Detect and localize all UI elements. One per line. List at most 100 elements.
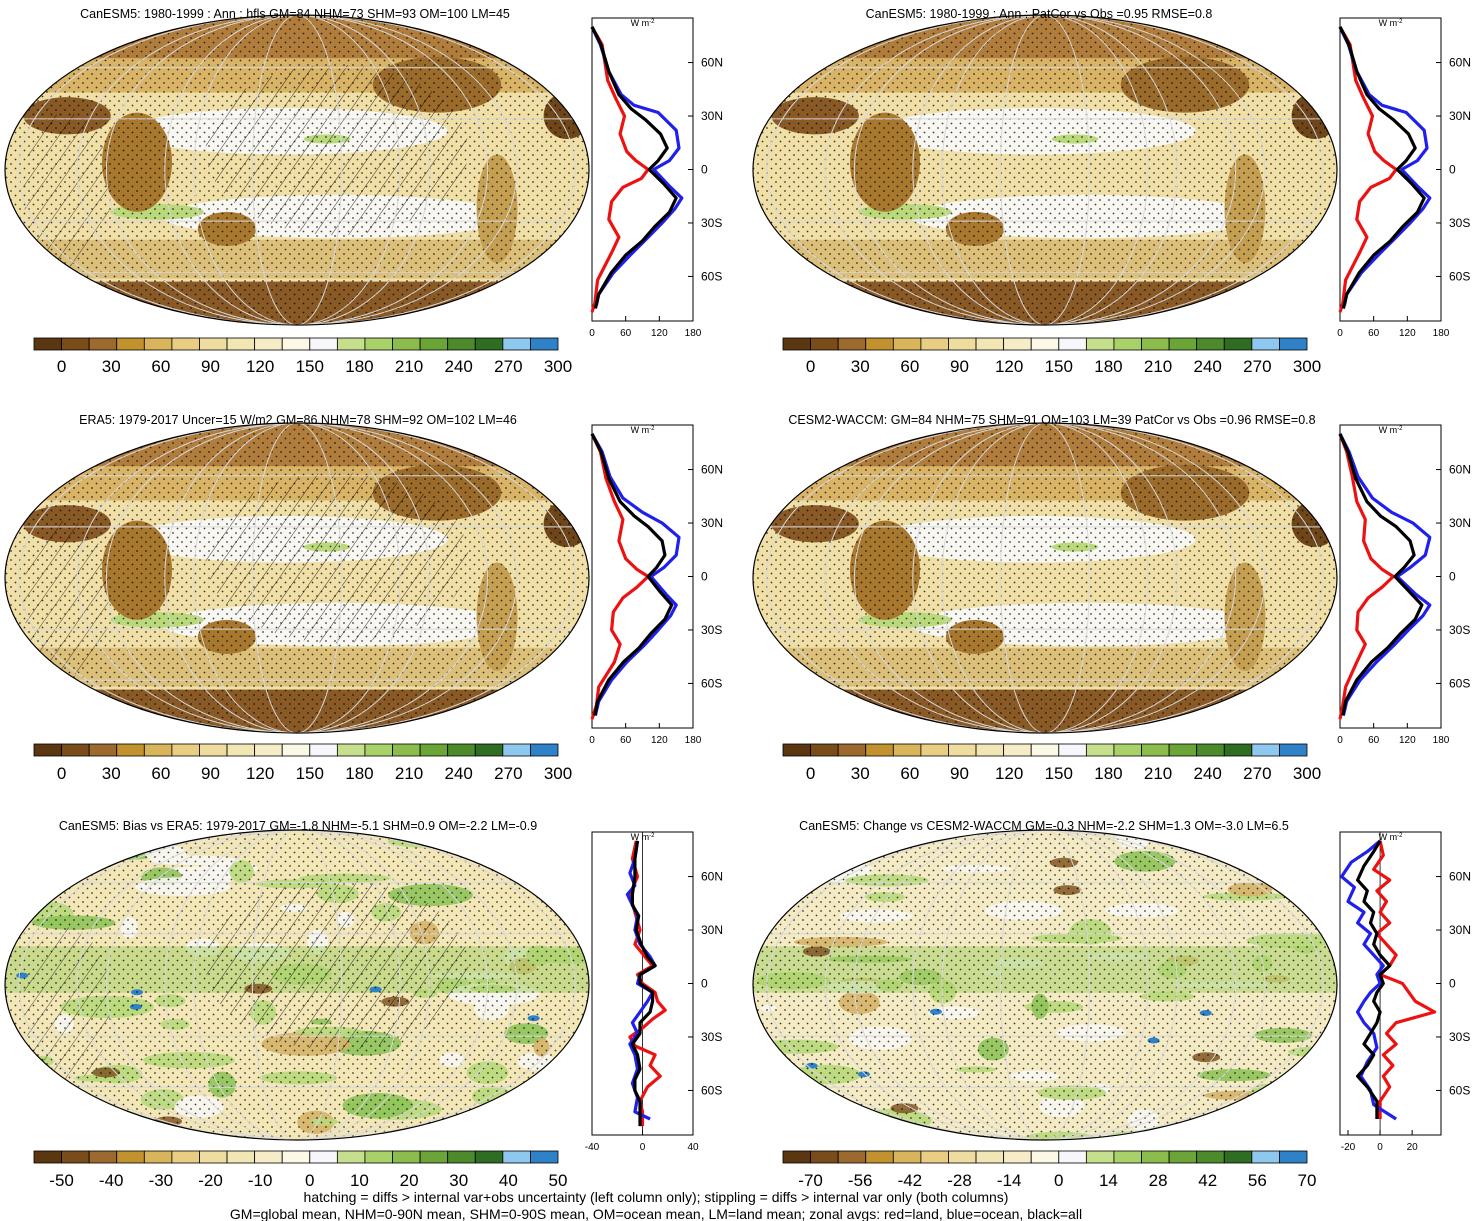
zonal-x-tick-label: 0: [589, 735, 595, 746]
zonal-line-all: [1338, 433, 1424, 716]
colorbar-swatch: [837, 337, 867, 351]
colorbar-swatch: [199, 743, 228, 757]
colorbar-swatch: [975, 743, 1005, 757]
lat-tick-label: 30N: [701, 109, 723, 123]
lat-tick-label: 30S: [1449, 1030, 1470, 1044]
colorbar-swatch: [447, 1150, 476, 1164]
map-border: [4, 829, 590, 1141]
colorbar-tick-label: 150: [1045, 764, 1073, 783]
zonal-unit-label: W m-2: [1379, 18, 1403, 28]
colorbar-swatch: [837, 1150, 867, 1164]
zonal-line-land: [1372, 840, 1437, 1119]
colorbar-tick-label: 0: [1054, 1171, 1063, 1190]
lat-tick-label: 30S: [1449, 216, 1470, 230]
panel-title: CanESM5: Bias vs ERA5: 1979-2017 GM=-1.8…: [59, 819, 537, 833]
colorbar-swatch: [810, 337, 839, 351]
zonal-x-tick-label: 0: [1337, 735, 1343, 746]
colorbar-swatch: [1030, 1150, 1060, 1164]
colorbar-tick-label: 42: [1198, 1171, 1217, 1190]
lat-tick-label: 30S: [701, 216, 722, 230]
colorbar-swatch: [920, 337, 949, 351]
lat-tick-label: 30S: [701, 623, 722, 637]
colorbar-swatch: [920, 743, 949, 757]
colorbar-tick-label: -50: [49, 1171, 74, 1190]
colorbar-swatch: [948, 1150, 977, 1164]
lat-tick-label: 0: [701, 163, 708, 177]
colorbar-swatch: [920, 1150, 949, 1164]
map-border: [752, 14, 1338, 326]
zonal-x-tick-label: 0: [589, 328, 595, 339]
colorbar-tick-label: -40: [99, 1171, 124, 1190]
lat-tick-label: 60S: [701, 269, 722, 283]
zonal-line-ocean: [590, 26, 684, 306]
colorbar-swatch: [392, 743, 421, 757]
colorbar-swatch: [171, 337, 200, 351]
map: [5, 830, 589, 1140]
colorbar-swatch: [1223, 337, 1253, 351]
colorbar-swatch: [1085, 1150, 1115, 1164]
lat-tick-label: 60S: [1449, 269, 1470, 283]
map-border: [752, 829, 1338, 1141]
colorbar-tick-label: 270: [494, 764, 522, 783]
zonal-line-all: [590, 433, 674, 716]
zonal-x-tick-label: 60: [620, 735, 632, 746]
colorbar-tick-label: -28: [947, 1171, 972, 1190]
colorbar-swatch: [33, 1150, 62, 1164]
colorbar-tick-label: 30: [102, 357, 121, 376]
panel-title: CESM2-WACCM: GM=84 NHM=75 SHM=91 OM=103 …: [788, 413, 1315, 427]
map: [753, 15, 1337, 325]
colorbar-swatch: [309, 1150, 338, 1164]
colorbar-tick-label: 90: [201, 764, 220, 783]
colorbar-swatch: [171, 1150, 200, 1164]
zonal-x-tick-label: 60: [1368, 328, 1380, 339]
zonal-x-tick-label: 0: [1337, 328, 1343, 339]
lat-tick-label: 30N: [1449, 923, 1471, 937]
lat-tick-label: 30N: [1449, 109, 1471, 123]
colorbar-tick-label: 300: [544, 357, 572, 376]
colorbar-swatch: [975, 1150, 1005, 1164]
colorbar-swatch: [88, 1150, 118, 1164]
colorbar-tick-label: 120: [995, 357, 1023, 376]
colorbar-tick-label: 0: [57, 357, 66, 376]
colorbar-swatch: [88, 337, 118, 351]
colorbar-swatch: [1085, 337, 1115, 351]
panel-title: CanESM5: 1980-1999 : Ann : hfls GM=84 NH…: [80, 7, 510, 21]
colorbar-tick-label: 180: [345, 764, 373, 783]
lat-tick-label: 60S: [1449, 676, 1470, 690]
colorbar: 0 30 60 90 120 150 180 210 240 270 300: [33, 337, 572, 376]
colorbar-swatch: [865, 1150, 894, 1164]
colorbar-tick-label: -20: [198, 1171, 223, 1190]
colorbar-tick-label: 270: [494, 357, 522, 376]
lat-tick-label: 30S: [1449, 623, 1470, 637]
colorbar-tick-label: 0: [57, 764, 66, 783]
zonal-line-all: [1338, 26, 1426, 309]
zonal-line-all: [1356, 840, 1392, 1119]
lat-tick-label: 30N: [701, 516, 723, 530]
zonal-line-land: [1338, 26, 1398, 313]
zonal-x-tick-label: 0: [1377, 1142, 1383, 1153]
zonal-x-tick-label: 180: [1433, 328, 1450, 339]
colorbar-swatch: [419, 1150, 449, 1164]
colorbar-swatch: [948, 337, 977, 351]
colorbar-swatch: [530, 1150, 559, 1164]
colorbar-tick-label: 210: [395, 764, 423, 783]
lat-tick-label: 0: [701, 977, 708, 991]
zonal-x-tick-label: 40: [687, 1142, 699, 1153]
lat-tick-label: 60N: [1449, 870, 1471, 884]
colorbar-swatch: [892, 337, 922, 351]
zonal-x-tick-label: 120: [1399, 328, 1416, 339]
zonal-x-tick-label: 180: [685, 328, 702, 339]
colorbar-swatch: [892, 1150, 922, 1164]
footer-note: GM=global mean, NHM=0-90N mean, SHM=0-90…: [230, 1206, 1082, 1221]
colorbar-swatch: [199, 1150, 228, 1164]
colorbar-tick-label: 10: [350, 1171, 369, 1190]
zonal-mean-plot: W m-2 0 60 120 180 60N 30N 0 30S 60S: [1337, 424, 1471, 746]
colorbar-swatch: [502, 337, 531, 351]
colorbar-swatch: [61, 1150, 90, 1164]
colorbar-swatch: [1279, 743, 1308, 757]
colorbar-swatch: [948, 743, 977, 757]
colorbar: -70 -56 -42 -28 -14 0 14 28 42 56 70: [782, 1150, 1316, 1190]
lat-tick-label: 60N: [1449, 463, 1471, 477]
colorbar-swatch: [1279, 337, 1308, 351]
zonal-line-land: [1338, 433, 1395, 720]
